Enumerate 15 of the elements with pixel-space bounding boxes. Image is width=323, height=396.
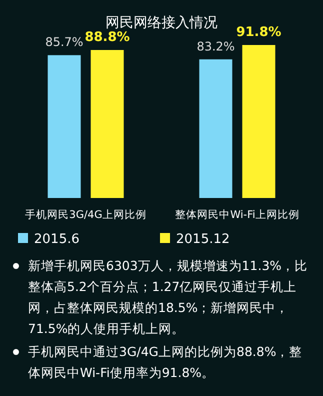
bar	[242, 45, 276, 198]
bar	[199, 59, 232, 198]
legend-label: 2015.12	[176, 232, 230, 247]
chart-title: 网民网络接入情况	[106, 15, 218, 31]
legend-label: 2015.6	[34, 232, 80, 247]
text: 手机网民中通过3G/4G上网的比例为88.8%，整体网民中Wi-Fi使用率为91.8%。	[28, 344, 302, 380]
bar	[90, 50, 124, 198]
data-label: 88.8%	[84, 30, 130, 45]
text: 新增手机网民6303万人，规模增速为11.3%，比整体高5.2个百分点；1.27亿网民仅通过手机上网，占整体网民规模的18.5%；新增网民中，71.5%的人使用手机上网。	[28, 258, 308, 336]
x-tick-label: 整体网民中Wi-Fi上网比例	[175, 208, 300, 221]
data-label: 83.2%	[196, 39, 235, 54]
bar	[48, 55, 81, 198]
data-label: 85.7%	[45, 35, 84, 50]
data-label: 91.8%	[236, 25, 282, 40]
x-tick-label: 手机网民3G/4G上网比例	[25, 208, 146, 221]
